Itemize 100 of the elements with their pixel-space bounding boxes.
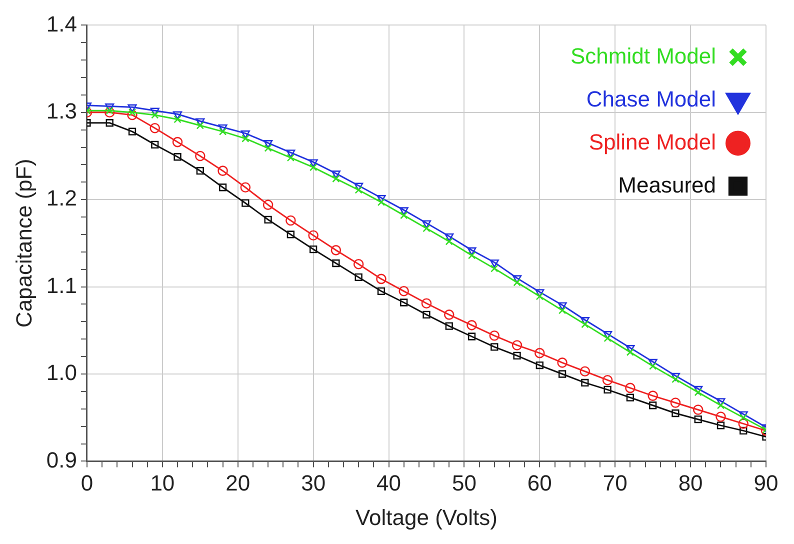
point [400,298,408,306]
point [172,136,183,148]
point [738,418,749,429]
point [672,409,680,418]
point [468,332,476,340]
point [172,111,182,120]
x-axis-title: Voltage (Volts) [356,504,498,530]
point [557,358,568,368]
point [604,386,612,394]
point [106,106,114,114]
point [196,118,205,126]
point [195,150,206,162]
y-tick-label: 1.0 [46,360,77,386]
point [422,310,430,319]
point [264,216,272,224]
point [104,107,115,118]
point [286,215,296,226]
point [489,330,500,341]
point [128,108,136,116]
point [354,182,364,191]
point [196,122,204,130]
point [580,317,590,326]
point [716,402,725,410]
point [626,394,634,402]
legend-label: Spline Model [588,129,716,154]
point [626,344,635,353]
point [558,370,566,378]
point [581,378,589,387]
point [581,320,589,328]
legend-label: Schmidt Model [570,43,716,68]
point [400,211,408,220]
point [332,259,340,268]
point [196,166,204,175]
point [490,343,498,351]
point [740,414,748,422]
y-tick-label: 1.1 [46,272,77,298]
point [716,412,726,422]
point [445,322,453,330]
point [377,287,386,295]
point [151,140,159,148]
point [240,182,251,193]
point [740,426,748,435]
point [649,402,657,410]
point [716,422,725,430]
x-tick-label: 60 [527,470,552,496]
point [558,306,566,314]
x-tick-label: 10 [150,470,175,496]
point [468,252,476,260]
point [151,111,159,119]
point [128,128,136,136]
point [309,164,318,172]
point [445,238,453,246]
point [218,184,227,192]
point [604,334,612,342]
y-axis-title: Capacitance (pF) [11,158,36,328]
point [694,388,702,396]
point [353,258,364,270]
x-tick-label: 70 [602,470,628,496]
point [150,108,160,116]
point [422,224,430,232]
point [262,200,274,210]
legend-label: Measured [618,172,716,198]
point [694,416,702,424]
point [466,320,477,330]
point [536,292,544,300]
point [330,245,342,256]
point [376,274,386,284]
point [218,128,227,136]
point [535,289,544,298]
point [467,247,476,256]
point [399,207,408,216]
point [513,278,521,286]
point [286,230,295,238]
point [331,170,341,179]
point [512,340,522,350]
point [174,153,182,161]
point [513,352,521,360]
point [738,411,748,420]
point [444,233,454,242]
point [286,150,296,158]
point [150,122,160,134]
point [242,134,250,142]
point [398,286,410,296]
point [672,375,680,384]
y-tick-label: 1.4 [46,11,77,36]
y-tick-label: 0.9 [46,447,77,472]
point [354,186,362,194]
point [602,374,613,386]
x-tick-label: 50 [452,470,476,496]
point [174,116,182,124]
legend-label: Chase Model [586,86,716,112]
point [626,348,634,356]
point [512,275,522,284]
point [444,310,454,320]
point [648,358,658,367]
point [490,259,499,268]
point [648,390,658,401]
y-tick-label: 1.2 [46,186,77,211]
point [308,159,318,168]
point [558,302,567,310]
